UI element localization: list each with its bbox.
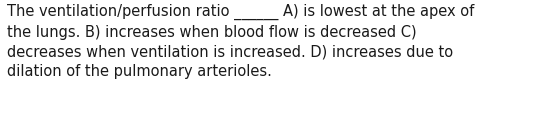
Text: The ventilation/perfusion ratio ______ A) is lowest at the apex of
the lungs. B): The ventilation/perfusion ratio ______ A… — [7, 4, 474, 79]
